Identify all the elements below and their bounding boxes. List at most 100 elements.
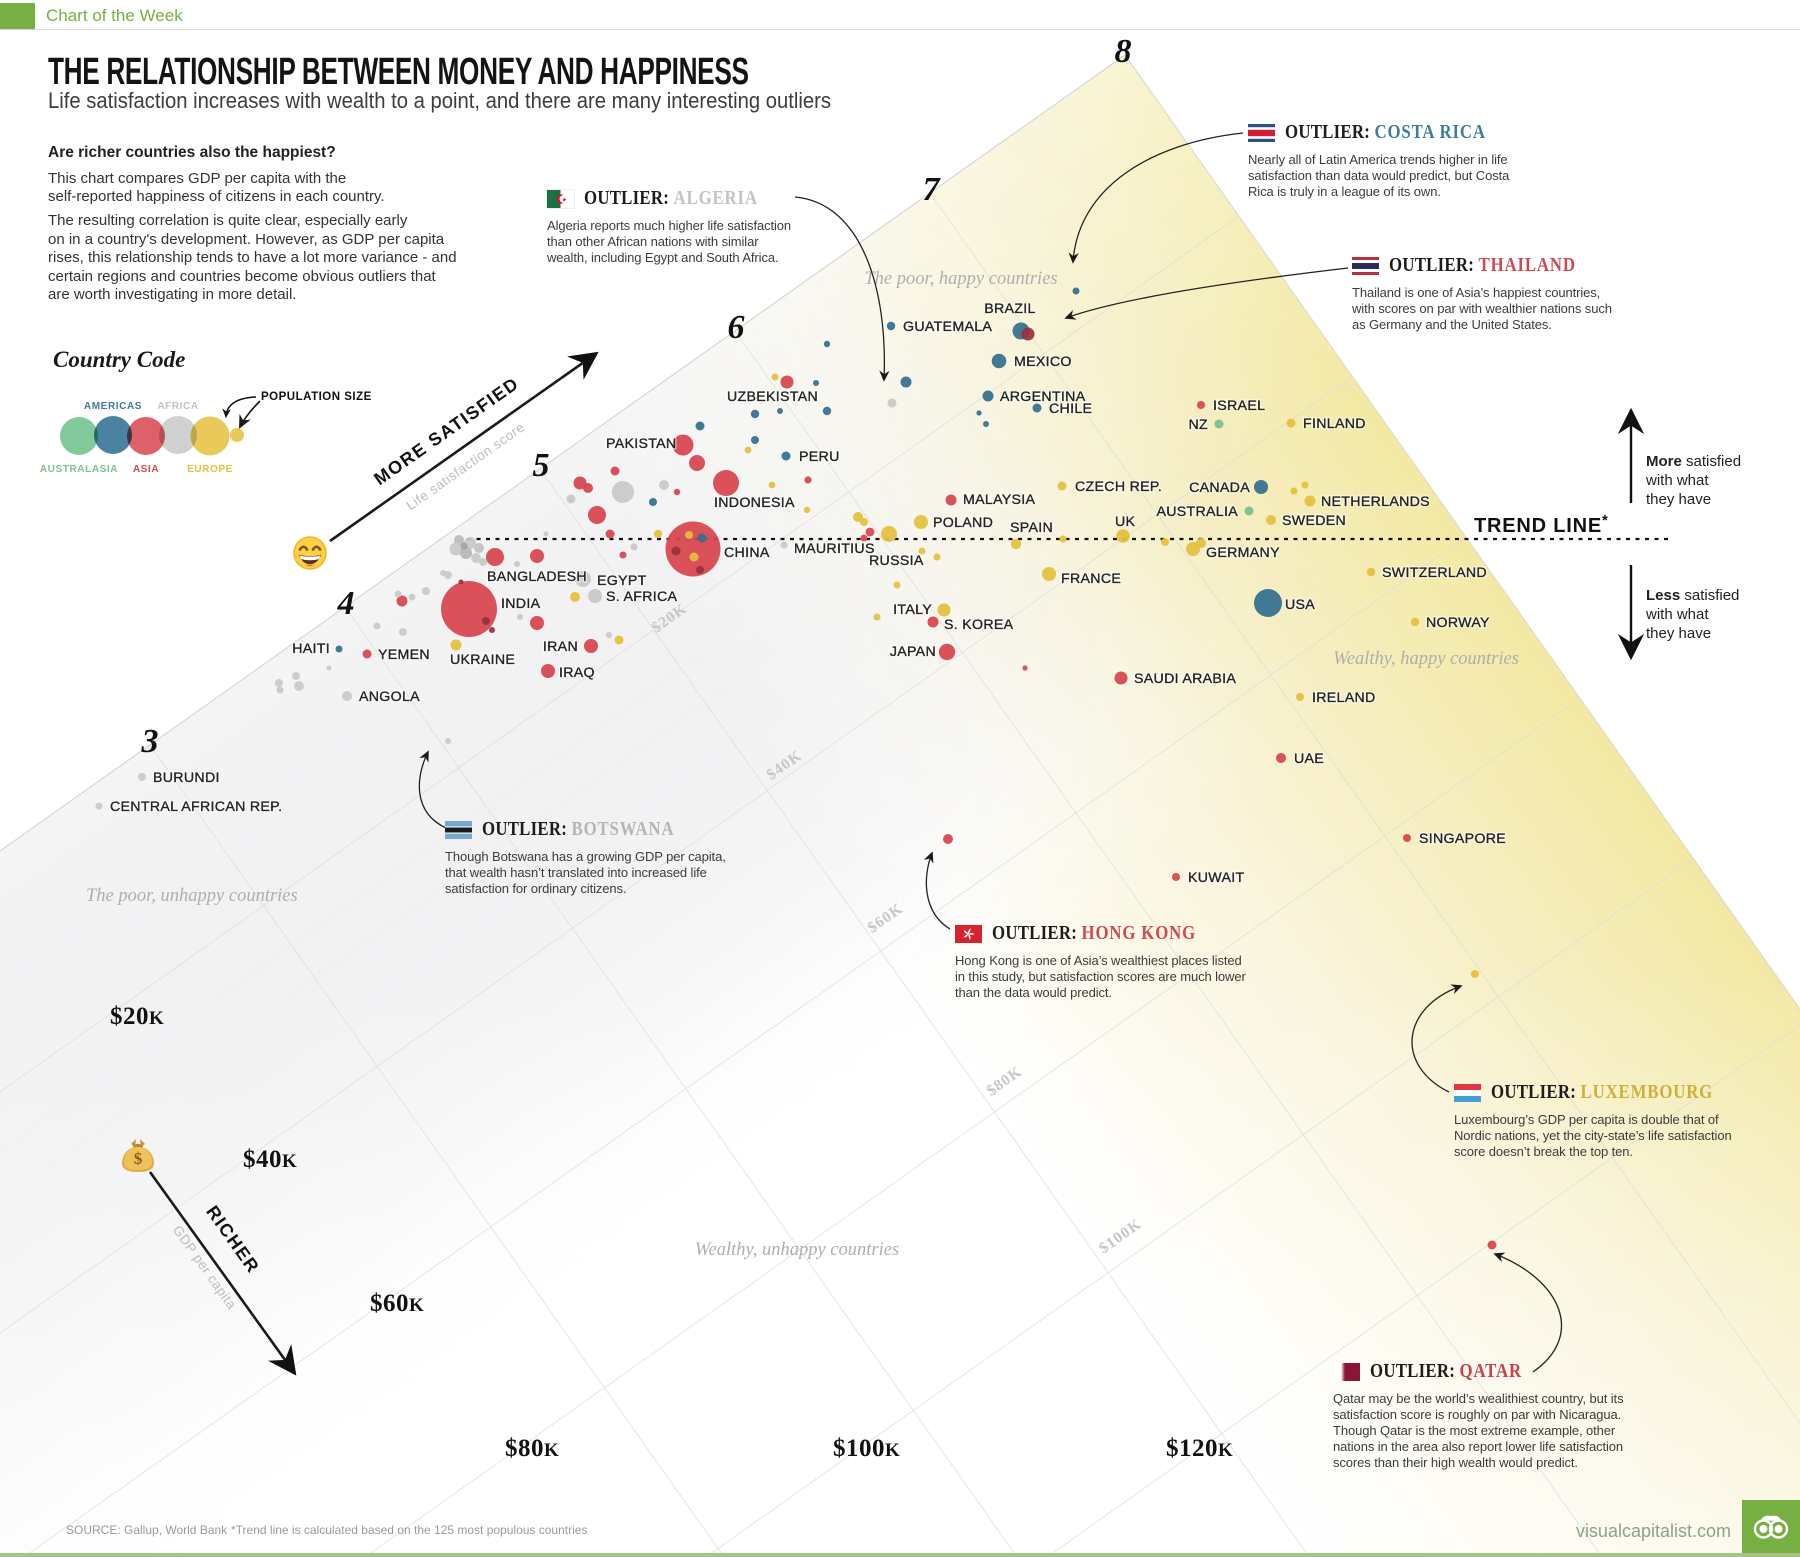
svg-text:7: 7	[923, 171, 942, 208]
svg-text:8: 8	[1115, 33, 1132, 70]
svg-text:EUROPE: EUROPE	[187, 464, 233, 475]
svg-text:IRAQ: IRAQ	[559, 665, 595, 681]
svg-text:PERU: PERU	[799, 449, 840, 465]
svg-text:BANGLADESH: BANGLADESH	[487, 569, 587, 585]
svg-text:MALAYSIA: MALAYSIA	[963, 492, 1036, 508]
svg-text:SWEDEN: SWEDEN	[1282, 513, 1346, 529]
svg-text:SAUDI ARABIA: SAUDI ARABIA	[1134, 671, 1236, 687]
svg-text:UK: UK	[1115, 514, 1136, 530]
svg-text:NETHERLANDS: NETHERLANDS	[1321, 494, 1430, 510]
svg-text:FRANCE: FRANCE	[1061, 571, 1121, 587]
svg-text:BRAZIL: BRAZIL	[984, 301, 1035, 317]
svg-text:INDIA: INDIA	[501, 596, 541, 612]
svg-text:POLAND: POLAND	[933, 515, 993, 531]
svg-text:RUSSIA: RUSSIA	[869, 553, 924, 569]
svg-text:ISRAEL: ISRAEL	[1213, 398, 1265, 414]
svg-text:UAE: UAE	[1294, 751, 1324, 767]
svg-text:SINGAPORE: SINGAPORE	[1419, 831, 1506, 847]
svg-text:MALAYSIA: MALAYSIA	[963, 492, 1036, 508]
svg-text:SWITZERLAND: SWITZERLAND	[1382, 565, 1487, 581]
svg-text:JAPAN: JAPAN	[890, 644, 936, 660]
svg-text:INDONESIA: INDONESIA	[714, 495, 795, 511]
svg-text:S. KOREA: S. KOREA	[944, 617, 1014, 633]
svg-text:$40K: $40K	[243, 1146, 297, 1173]
svg-text:ITALY: ITALY	[893, 602, 932, 618]
svg-text:Wealthy, unhappy countries: Wealthy, unhappy countries	[695, 1240, 899, 1260]
svg-text:$: $	[134, 1149, 143, 1168]
svg-text:MEXICO: MEXICO	[1014, 354, 1072, 370]
svg-text:FINLAND: FINLAND	[1303, 416, 1366, 432]
svg-text:S. KOREA: S. KOREA	[944, 617, 1014, 633]
svg-text:SAUDI ARABIA: SAUDI ARABIA	[1134, 671, 1236, 687]
svg-text:CZECH REP.: CZECH REP.	[1075, 479, 1162, 495]
svg-text:CHINA: CHINA	[724, 545, 770, 561]
svg-text:S. AFRICA: S. AFRICA	[606, 589, 678, 605]
svg-text:IRELAND: IRELAND	[1312, 690, 1376, 706]
svg-text:MAURITIUS: MAURITIUS	[794, 541, 875, 557]
svg-text:ITALY: ITALY	[893, 602, 932, 618]
svg-text:UK: UK	[1115, 514, 1136, 530]
svg-text:$60K: $60K	[370, 1290, 424, 1317]
svg-text:S. AFRICA: S. AFRICA	[606, 589, 678, 605]
svg-text:GUATEMALA: GUATEMALA	[903, 319, 992, 335]
svg-text:CHILE: CHILE	[1049, 401, 1092, 417]
svg-text:5: 5	[533, 447, 550, 484]
svg-text:GUATEMALA: GUATEMALA	[903, 319, 992, 335]
svg-text:CHINA: CHINA	[724, 545, 770, 561]
svg-text:GERMANY: GERMANY	[1206, 545, 1280, 561]
svg-text:SWITZERLAND: SWITZERLAND	[1382, 565, 1487, 581]
svg-text:YEMEN: YEMEN	[378, 647, 430, 663]
svg-text:BURUNDI: BURUNDI	[153, 770, 220, 786]
svg-text:NETHERLANDS: NETHERLANDS	[1321, 494, 1430, 510]
svg-text:YEMEN: YEMEN	[378, 647, 430, 663]
svg-text:UKRAINE: UKRAINE	[450, 652, 515, 668]
svg-text:ISRAEL: ISRAEL	[1213, 398, 1265, 414]
svg-text:ANGOLA: ANGOLA	[359, 689, 420, 705]
svg-text:CHILE: CHILE	[1049, 401, 1092, 417]
svg-text:The poor, unhappy countries: The poor, unhappy countries	[86, 886, 298, 906]
svg-text:$120K: $120K	[1166, 1435, 1233, 1462]
svg-text:MEXICO: MEXICO	[1014, 354, 1072, 370]
svg-text:$80K: $80K	[505, 1435, 559, 1462]
svg-text:JAPAN: JAPAN	[890, 644, 936, 660]
svg-text:ASIA: ASIA	[133, 464, 159, 475]
svg-text:AUSTRALIA: AUSTRALIA	[1156, 504, 1238, 520]
svg-text:6: 6	[728, 309, 745, 346]
svg-text:CENTRAL AFRICAN REP.: CENTRAL AFRICAN REP.	[110, 799, 282, 815]
svg-text:IRAN: IRAN	[543, 639, 578, 655]
svg-text:NZ: NZ	[1188, 417, 1208, 433]
svg-text:AFRICA: AFRICA	[157, 401, 198, 412]
svg-text:GERMANY: GERMANY	[1206, 545, 1280, 561]
svg-text:BANGLADESH: BANGLADESH	[487, 569, 587, 585]
svg-text:SWEDEN: SWEDEN	[1282, 513, 1346, 529]
svg-text:SPAIN: SPAIN	[1010, 520, 1053, 536]
svg-text:$20K: $20K	[110, 1003, 164, 1030]
svg-text:Wealthy, happy countries: Wealthy, happy countries	[1333, 649, 1519, 669]
svg-text:3: 3	[141, 723, 159, 760]
svg-text:PAKISTAN: PAKISTAN	[606, 436, 676, 452]
svg-text:PERU: PERU	[799, 449, 840, 465]
svg-text:INDONESIA: INDONESIA	[714, 495, 795, 511]
svg-text:HAITI: HAITI	[292, 641, 330, 657]
svg-text:IRAQ: IRAQ	[559, 665, 595, 681]
svg-text:AUSTRALASIA: AUSTRALASIA	[40, 464, 118, 475]
svg-text:CENTRAL AFRICAN REP.: CENTRAL AFRICAN REP.	[110, 799, 282, 815]
svg-text:UKRAINE: UKRAINE	[450, 652, 515, 668]
svg-text:NZ: NZ	[1188, 417, 1208, 433]
svg-text:HAITI: HAITI	[292, 641, 330, 657]
svg-text:POLAND: POLAND	[933, 515, 993, 531]
svg-text:CANADA: CANADA	[1189, 480, 1250, 496]
svg-text:TREND LINE*: TREND LINE*	[1474, 512, 1609, 537]
svg-text:USA: USA	[1285, 597, 1315, 613]
svg-text:IRAN: IRAN	[543, 639, 578, 655]
svg-text:ARGENTINA: ARGENTINA	[1000, 389, 1086, 405]
svg-text:FRANCE: FRANCE	[1061, 571, 1121, 587]
svg-text:SPAIN: SPAIN	[1010, 520, 1053, 536]
svg-text:PAKISTAN: PAKISTAN	[606, 436, 676, 452]
svg-text:NORWAY: NORWAY	[1426, 615, 1490, 631]
svg-text:EGYPT: EGYPT	[597, 573, 647, 589]
svg-text:CZECH REP.: CZECH REP.	[1075, 479, 1162, 495]
svg-text:SINGAPORE: SINGAPORE	[1419, 831, 1506, 847]
svg-text:MAURITIUS: MAURITIUS	[794, 541, 875, 557]
svg-text:UZBEKISTAN: UZBEKISTAN	[727, 389, 818, 405]
